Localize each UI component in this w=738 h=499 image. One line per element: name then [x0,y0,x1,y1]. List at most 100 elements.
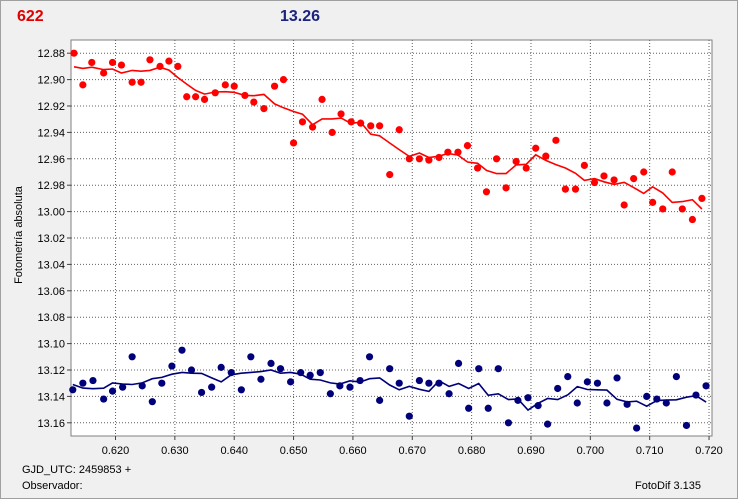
series-0-point [473,164,482,172]
series-1-point [573,399,581,407]
y-tick-label: 13.06 [37,286,65,298]
observer-label: Observador: [22,480,83,492]
series-0-point [571,185,580,193]
series-1-point [454,359,463,367]
series-1-point [395,379,403,387]
series-0-point [482,188,491,196]
series-1-point [692,391,700,399]
x-tick-label: 0.640 [220,445,248,457]
series-0-point [298,118,307,126]
series-1-point [158,379,166,387]
series-0-point [367,122,375,130]
series-1-point [583,378,591,386]
series-0-point [192,93,200,101]
series-0-point [630,175,638,183]
series-0-point [221,81,229,89]
series-0-point [174,62,182,70]
y-tick-label: 13.14 [37,391,65,403]
series-1-point [197,388,206,397]
series-0-point [649,198,657,206]
series-0-point [357,119,365,127]
series-1-point [237,386,245,394]
series-0 [70,49,706,224]
series-0-point [435,153,443,162]
series-1-point [326,390,334,398]
series-1-point [494,365,502,373]
series-1-point [514,396,522,404]
series-0-point [183,93,191,101]
version-label: FotoDif 3.135 [635,480,702,492]
series-1-point [316,369,324,377]
series-0-point [512,157,520,166]
series-0-point [620,201,628,209]
series-1-point [267,359,275,367]
series-0-point [688,215,697,224]
series-0-point [308,123,317,131]
series-1-point [543,420,552,428]
series-1-point [613,374,621,382]
series-1-point [336,382,344,390]
series-1-trend-line [72,369,707,412]
y-tick-label: 12.92 [37,101,65,113]
x-tick-label: 0.700 [577,445,605,457]
y-axis: 12.88 12.90 12.92 12.94 12.96 12.98 13.00 13.02… [37,48,71,430]
series-0-trend-line [73,66,703,210]
series-1-point [504,419,513,427]
gjd-label: GJD_UTC: 2459853 + [22,464,132,476]
series-1-point [475,365,483,373]
series-1-point [356,376,364,385]
x-axis: 0.620 0.630 0.640 0.650 0.660 0.670 0.680 0.690… [102,436,723,457]
series-0-point [425,156,433,164]
series-layer [69,49,710,432]
series-0-point [463,142,472,150]
series-1-point [484,404,492,412]
series-0-point [241,91,249,100]
series-1-point [376,396,384,404]
series-1-point [564,373,572,381]
x-tick-label: 0.680 [458,445,486,457]
series-0-point [678,205,686,213]
series-1-point [217,363,225,371]
series-1 [69,346,710,432]
series-0-point [211,89,219,97]
series-1-point [208,383,216,391]
y-tick-label: 13.02 [37,233,65,245]
y-tick-label: 13.12 [37,365,65,377]
series-0-point [542,152,550,160]
primary-value: 622 [17,8,44,25]
series-0-point [386,171,394,179]
series-1-point [672,373,680,381]
series-0-point [405,155,413,163]
x-tick-label: 0.690 [517,445,545,457]
series-1-point [524,394,532,402]
x-tick-label: 0.670 [399,445,427,457]
series-0-point [522,164,530,172]
series-1-point [682,421,691,430]
series-1-point [178,346,186,354]
y-tick-label: 12.96 [37,154,65,166]
series-1-point [534,402,542,410]
series-0-point [108,58,117,67]
series-0-point [590,178,599,187]
series-0-point [668,168,676,176]
y-tick-label: 13.08 [37,312,65,324]
series-1-point [187,366,196,374]
series-0-point [454,148,462,156]
series-1-point [386,365,394,373]
series-0-point [230,82,238,90]
series-1-point [643,392,651,400]
series-0-point [79,81,87,89]
series-1-point [415,376,423,385]
y-tick-label: 12.90 [37,75,65,87]
series-1-point [227,369,235,377]
series-0-point [376,122,384,130]
series-0-point [128,78,136,86]
series-0-point [532,144,540,152]
grid [71,40,712,436]
series-1-point [435,379,443,387]
series-0-point [640,168,648,176]
y-tick-label: 12.88 [37,48,65,60]
series-0-point [156,62,164,70]
series-1-point [119,383,127,391]
series-1-point [297,369,305,377]
